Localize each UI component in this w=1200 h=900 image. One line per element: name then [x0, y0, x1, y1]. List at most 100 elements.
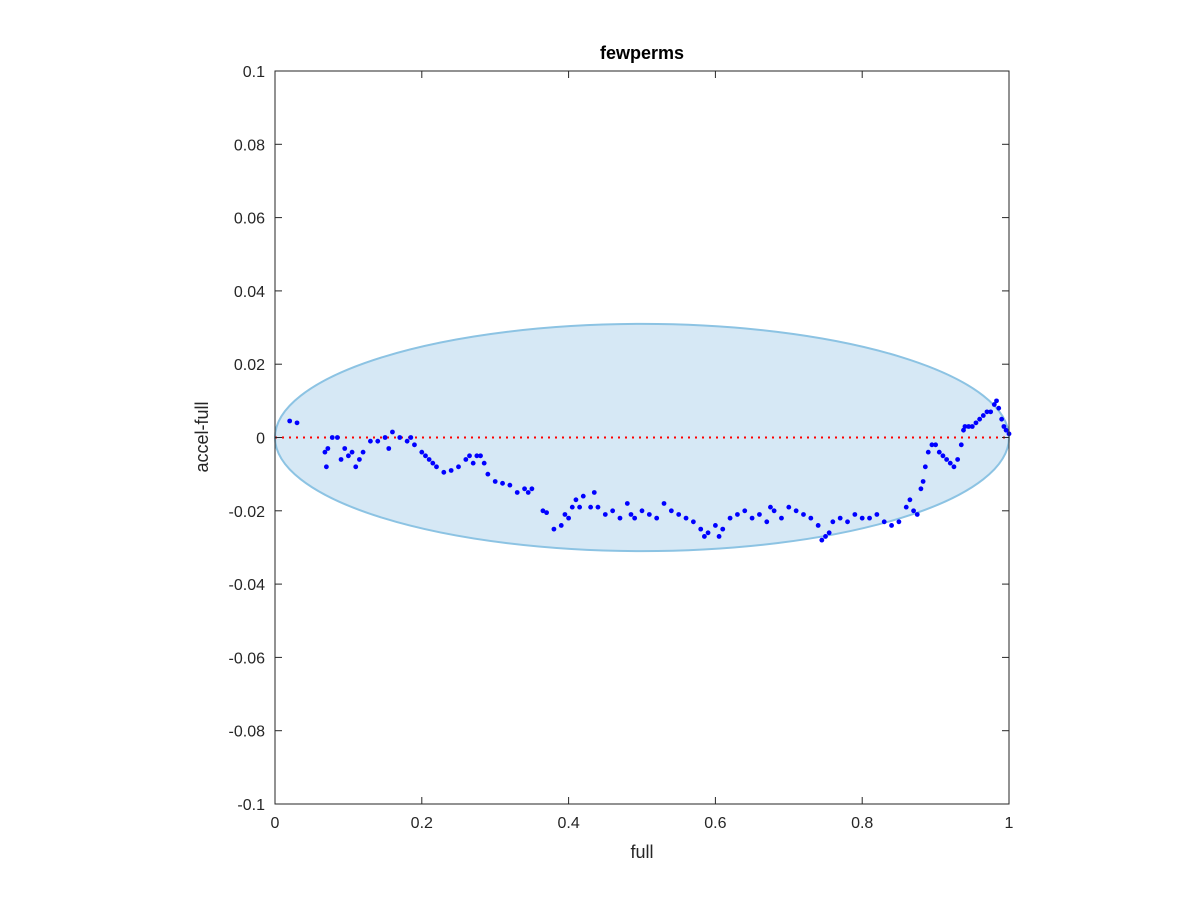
data-point — [624, 501, 630, 506]
data-point — [966, 424, 972, 429]
data-point — [793, 508, 799, 514]
data-point — [701, 534, 707, 539]
data-point — [419, 449, 425, 455]
data-point — [357, 457, 362, 462]
data-point — [492, 479, 498, 484]
y-tick-label: 0 — [256, 431, 265, 448]
data-point — [779, 515, 784, 521]
data-point — [826, 530, 832, 536]
data-point — [801, 512, 806, 517]
data-point — [602, 512, 608, 517]
data-point — [830, 519, 836, 525]
data-point — [562, 512, 568, 517]
data-point — [705, 530, 711, 536]
data-point — [390, 429, 395, 435]
data-point — [969, 424, 975, 429]
data-point — [628, 512, 634, 517]
y-tick-label: -0.1 — [237, 797, 265, 814]
data-point — [991, 402, 997, 407]
data-point — [914, 512, 920, 517]
data-point — [955, 457, 961, 462]
data-point — [329, 435, 335, 440]
y-tick-label: 0.06 — [234, 211, 265, 228]
data-point — [771, 508, 777, 514]
data-point — [338, 457, 344, 462]
y-tick-label: -0.08 — [229, 724, 266, 741]
data-point — [676, 512, 682, 517]
data-point — [540, 508, 546, 514]
data-point — [353, 464, 359, 470]
chart-title: fewperms — [600, 43, 684, 63]
data-point — [287, 418, 293, 424]
data-point — [646, 512, 652, 517]
data-points-layer — [287, 398, 1012, 543]
y-tick-label: 0.04 — [234, 284, 265, 301]
data-point — [346, 453, 351, 459]
x-tick-label: 0.6 — [704, 815, 726, 832]
data-point — [325, 446, 331, 451]
data-point — [757, 512, 762, 517]
data-point — [507, 482, 513, 488]
data-point — [933, 442, 938, 448]
data-point — [961, 427, 966, 433]
data-point — [1003, 427, 1009, 433]
data-point — [522, 486, 527, 492]
data-point — [944, 457, 950, 462]
data-point — [936, 449, 942, 455]
data-point — [951, 464, 957, 470]
data-point — [294, 420, 300, 426]
y-tick-label: 0.08 — [234, 137, 265, 154]
data-point — [441, 469, 447, 475]
data-point — [980, 413, 986, 418]
data-point — [500, 480, 505, 486]
x-tick-label: 0.2 — [411, 815, 433, 832]
data-point — [595, 504, 601, 510]
data-point — [485, 471, 491, 477]
data-point — [977, 416, 983, 422]
data-point — [591, 490, 597, 495]
data-point — [566, 515, 571, 521]
x-tick-label: 0.4 — [557, 815, 579, 832]
data-point — [922, 464, 928, 470]
data-point — [683, 515, 689, 521]
data-point — [929, 442, 935, 448]
data-point — [617, 515, 623, 521]
y-tick-label: 0.02 — [234, 357, 265, 374]
data-point — [698, 526, 704, 532]
data-point — [448, 468, 454, 473]
data-point — [973, 420, 979, 426]
data-point — [1001, 424, 1007, 429]
data-point — [845, 519, 850, 525]
data-point — [580, 493, 586, 499]
data-point — [544, 510, 549, 516]
data-point — [874, 512, 880, 517]
data-point — [852, 512, 858, 517]
y-tick-label: -0.04 — [229, 577, 266, 594]
x-tick-label: 0 — [271, 815, 280, 832]
data-point — [529, 486, 535, 492]
data-point — [859, 515, 865, 521]
data-point — [514, 490, 520, 495]
data-point — [918, 486, 924, 492]
data-point — [925, 449, 931, 455]
data-point — [668, 508, 674, 514]
data-point — [713, 523, 718, 528]
data-point — [577, 504, 583, 510]
data-point — [323, 464, 329, 470]
data-point — [947, 460, 953, 466]
data-point — [768, 504, 773, 510]
data-point — [525, 490, 531, 495]
data-point — [551, 526, 557, 532]
data-point — [958, 442, 964, 448]
data-point — [742, 508, 748, 514]
data-point — [690, 519, 696, 525]
data-point — [434, 464, 439, 470]
data-point — [940, 453, 946, 459]
data-point — [412, 442, 417, 448]
data-point — [920, 479, 926, 484]
data-point — [749, 515, 755, 521]
data-point — [588, 504, 594, 510]
data-point — [397, 435, 403, 440]
data-point — [911, 508, 916, 514]
